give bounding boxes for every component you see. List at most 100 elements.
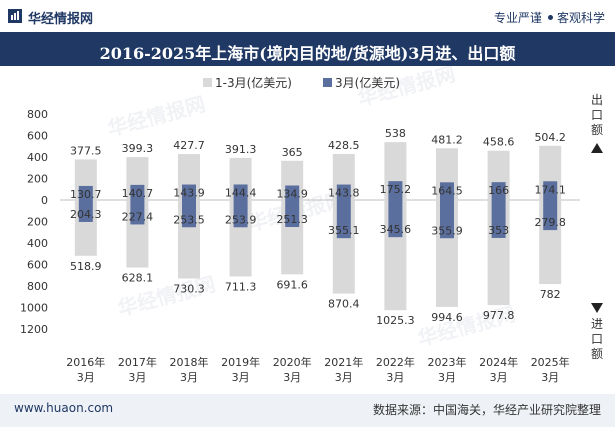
label-month-import-1: 227.4	[122, 210, 154, 223]
label-ytd-export-0: 377.5	[70, 144, 102, 157]
label-month-export-0: 130.7	[70, 188, 102, 201]
x-tick-6-year: 2022年	[376, 355, 415, 369]
label-ytd-export-6: 538	[385, 127, 406, 140]
y-tick-6: 400	[27, 237, 48, 250]
label-month-import-2: 253.5	[173, 213, 205, 226]
x-tick-4-year: 2020年	[273, 355, 312, 369]
bar-month-0	[78, 185, 93, 222]
x-tick-3-year: 2019年	[221, 355, 260, 369]
x-tick-7-month: 3月	[438, 371, 456, 384]
label-month-export-1: 140.7	[122, 187, 154, 200]
x-tick-9-month: 3月	[541, 371, 559, 384]
label-month-export-3: 144.4	[225, 186, 257, 199]
logo-icon	[8, 9, 22, 23]
label-month-import-0: 204.3	[70, 208, 102, 221]
label-month-import-8: 353	[488, 224, 509, 237]
legend-swatch-ytd	[203, 78, 212, 87]
x-tick-8-year: 2024年	[479, 355, 518, 369]
x-tick-8-month: 3月	[490, 371, 508, 384]
label-month-export-5: 143.8	[328, 187, 360, 200]
y-tick-10: 1200	[20, 323, 48, 336]
label-month-import-7: 355.9	[431, 224, 463, 237]
y-tick-2: 400	[27, 151, 48, 164]
label-month-export-6: 175.2	[380, 183, 412, 196]
label-ytd-export-1: 399.3	[122, 142, 154, 155]
x-tick-0-month: 3月	[77, 371, 95, 384]
y-tick-4: 0	[41, 194, 48, 207]
x-tick-5-month: 3月	[335, 371, 353, 384]
label-ytd-import-6: 1025.3	[376, 314, 415, 327]
side-lower-char-2: 额	[591, 347, 603, 361]
label-month-export-4: 134.9	[276, 187, 308, 200]
y-tick-9: 1000	[20, 302, 48, 315]
label-ytd-import-3: 711.3	[225, 280, 257, 293]
x-tick-5-year: 2021年	[324, 355, 363, 369]
side-upper-char-0: 出	[591, 93, 603, 107]
legend-label-month: 3月(亿美元)	[335, 75, 400, 90]
label-ytd-export-9: 504.2	[534, 131, 566, 144]
label-month-export-9: 174.1	[534, 183, 566, 196]
bar-month-9	[543, 181, 558, 231]
x-tick-3-month: 3月	[232, 371, 250, 384]
label-ytd-import-8: 977.8	[483, 309, 515, 322]
legend-swatch-month	[323, 78, 332, 87]
bar-month-7	[440, 182, 454, 239]
label-ytd-export-2: 427.7	[173, 139, 205, 152]
legend-label-ytd: 1-3月(亿美元)	[215, 75, 292, 90]
label-ytd-export-3: 391.3	[225, 143, 257, 156]
bar-month-1	[130, 184, 145, 225]
bar-month-2	[182, 184, 196, 228]
label-ytd-export-7: 481.2	[431, 133, 463, 146]
arrow-up-icon	[591, 143, 603, 153]
label-month-export-7: 164.5	[431, 184, 463, 197]
label-month-export-2: 143.9	[173, 187, 205, 200]
label-ytd-import-1: 628.1	[122, 272, 154, 285]
label-ytd-export-8: 458.6	[483, 136, 515, 149]
bar-month-8	[491, 182, 506, 238]
label-month-import-9: 279.8	[534, 216, 566, 229]
x-tick-1-year: 2017年	[118, 355, 157, 369]
tagline: 专业严谨 客观科学	[494, 9, 605, 26]
x-tick-9-year: 2025年	[531, 355, 570, 369]
data-source: 数据来源：中国海关，华经产业研究院整理	[372, 403, 601, 417]
label-ytd-import-4: 691.6	[276, 278, 308, 291]
label-ytd-import-0: 518.9	[70, 260, 102, 273]
x-tick-7-year: 2023年	[428, 355, 467, 369]
label-ytd-export-4: 365	[282, 146, 303, 159]
bar-month-4	[285, 185, 300, 228]
y-tick-8: 800	[27, 280, 48, 293]
side-lower-char-0: 进	[591, 317, 603, 331]
tagline-left: 专业严谨	[493, 11, 542, 25]
footer-bar	[0, 394, 615, 427]
bar-month-3	[233, 184, 248, 228]
label-month-import-5: 355.1	[328, 224, 360, 237]
brand-name: 华经情报网	[28, 12, 94, 27]
label-month-import-6: 345.6	[380, 223, 412, 236]
x-tick-4-month: 3月	[283, 371, 301, 384]
side-upper-char-1: 口	[591, 108, 603, 122]
y-tick-5: 200	[27, 216, 48, 229]
label-ytd-import-7: 994.6	[431, 311, 463, 324]
y-tick-1: 600	[27, 130, 48, 143]
label-ytd-import-2: 730.3	[173, 283, 205, 296]
label-month-export-8: 166	[488, 184, 509, 197]
chart: 华经情报网华经情报网华经情报网华经情报网华经情报网 1-3月(亿美元) 3月(亿…	[20, 66, 603, 384]
label-ytd-import-5: 870.4	[328, 298, 360, 311]
y-axis: 800 600 400 200 0 200 400 600 800 1000 1200	[20, 108, 580, 336]
label-month-import-3: 253.9	[225, 213, 257, 226]
bar-month-5	[336, 184, 351, 239]
title-bar	[0, 32, 615, 66]
category-labels: 2016年 3月 2017年 3月 2018年 3月 2019年 3月 2020年 3月 2021年…	[66, 355, 569, 384]
label-ytd-import-9: 782	[540, 288, 561, 301]
x-tick-2-year: 2018年	[170, 355, 209, 369]
dot-icon	[547, 15, 553, 20]
bars	[74, 142, 562, 311]
x-tick-1-month: 3月	[128, 371, 146, 384]
side-lower-char-1: 口	[591, 332, 603, 346]
bar-month-6	[388, 181, 403, 238]
side-upper-char-2: 额	[591, 123, 603, 137]
arrow-down-icon	[591, 303, 603, 313]
y-tick-0: 800	[27, 108, 48, 121]
chart-title: 2016-2025年上海市(境内目的地/货源地)3月进、出口额	[99, 44, 516, 63]
